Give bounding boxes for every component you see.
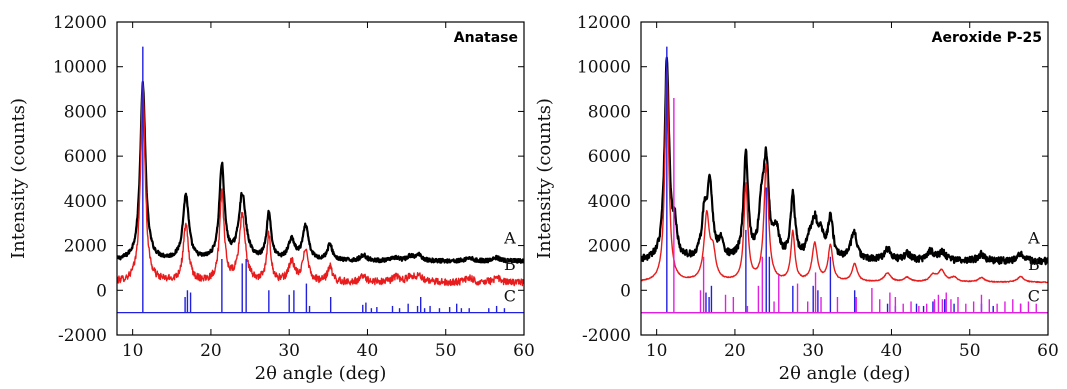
x-tick-label: 60: [1037, 341, 1059, 361]
plot-area: [641, 46, 1048, 314]
series-tag-c: C: [504, 286, 516, 305]
y-tick-label: 0: [96, 281, 107, 301]
y-tick-label: -2000: [58, 326, 107, 346]
series-tag-c: C: [1028, 286, 1040, 305]
y-tick-label: 12000: [53, 13, 107, 33]
chart-panel-1: 10 20 30 40 50 60 -2000 0 2000 4000 6000 8000 10000 1…: [8, 13, 535, 384]
plot-area: [117, 46, 524, 314]
plot-frame: [116, 21, 525, 336]
x-tick-label: 50: [435, 341, 457, 361]
y-tick-label: 2000: [64, 237, 107, 257]
x-tick-label: 30: [802, 341, 824, 361]
y-axis-label: Intensity (counts): [534, 98, 555, 259]
x-tick-label: 10: [122, 341, 144, 361]
y-tick-label: 8000: [588, 102, 631, 122]
y-tick-label: 6000: [588, 147, 631, 167]
y-tick-label: 8000: [64, 102, 107, 122]
y-tick-label: 10000: [577, 58, 631, 78]
series-sticks-c: [117, 46, 524, 314]
series-tag-b: B: [1028, 255, 1040, 274]
y-tick-label: 12000: [577, 13, 631, 33]
x-tick-label: 20: [200, 341, 222, 361]
x-axis-label: 2θ angle (deg): [779, 363, 911, 384]
series-tag-a: A: [1027, 228, 1040, 247]
series-tag-b: B: [504, 255, 516, 274]
y-tick-label: 6000: [64, 147, 107, 167]
y-tick-label: 2000: [588, 237, 631, 257]
x-axis-label: 2θ angle (deg): [255, 363, 387, 384]
chart-title: Anatase: [454, 30, 518, 46]
x-tick-label: 30: [278, 341, 300, 361]
y-tick-label: 4000: [64, 192, 107, 212]
series-sticks-secondary: [641, 98, 1048, 314]
y-tick-label: 4000: [588, 192, 631, 212]
series-tag-a: A: [503, 228, 516, 247]
x-tick-label: 60: [513, 341, 535, 361]
series-line-b: [641, 66, 1048, 284]
y-tick-label: 0: [620, 281, 631, 301]
series-line-a: [641, 56, 1048, 266]
x-tick-label: 50: [959, 341, 981, 361]
chart-title: Aeroxide P-25: [932, 30, 1042, 46]
series-line-a: [117, 80, 524, 264]
x-tick-label: 20: [724, 341, 746, 361]
y-tick-label: 10000: [53, 58, 107, 78]
y-tick-label: -2000: [582, 326, 631, 346]
plot-frame: [640, 21, 1049, 336]
series-line-b: [117, 81, 524, 287]
x-tick-label: 40: [357, 341, 379, 361]
x-tick-label: 10: [646, 341, 668, 361]
y-axis-label: Intensity (counts): [8, 98, 29, 259]
chart-panel-2: 10 20 30 40 50 60 -2000 0 2000 4000 6000 8000 10000 1…: [534, 13, 1059, 384]
series-sticks-c: [641, 46, 1048, 314]
x-tick-label: 40: [881, 341, 903, 361]
